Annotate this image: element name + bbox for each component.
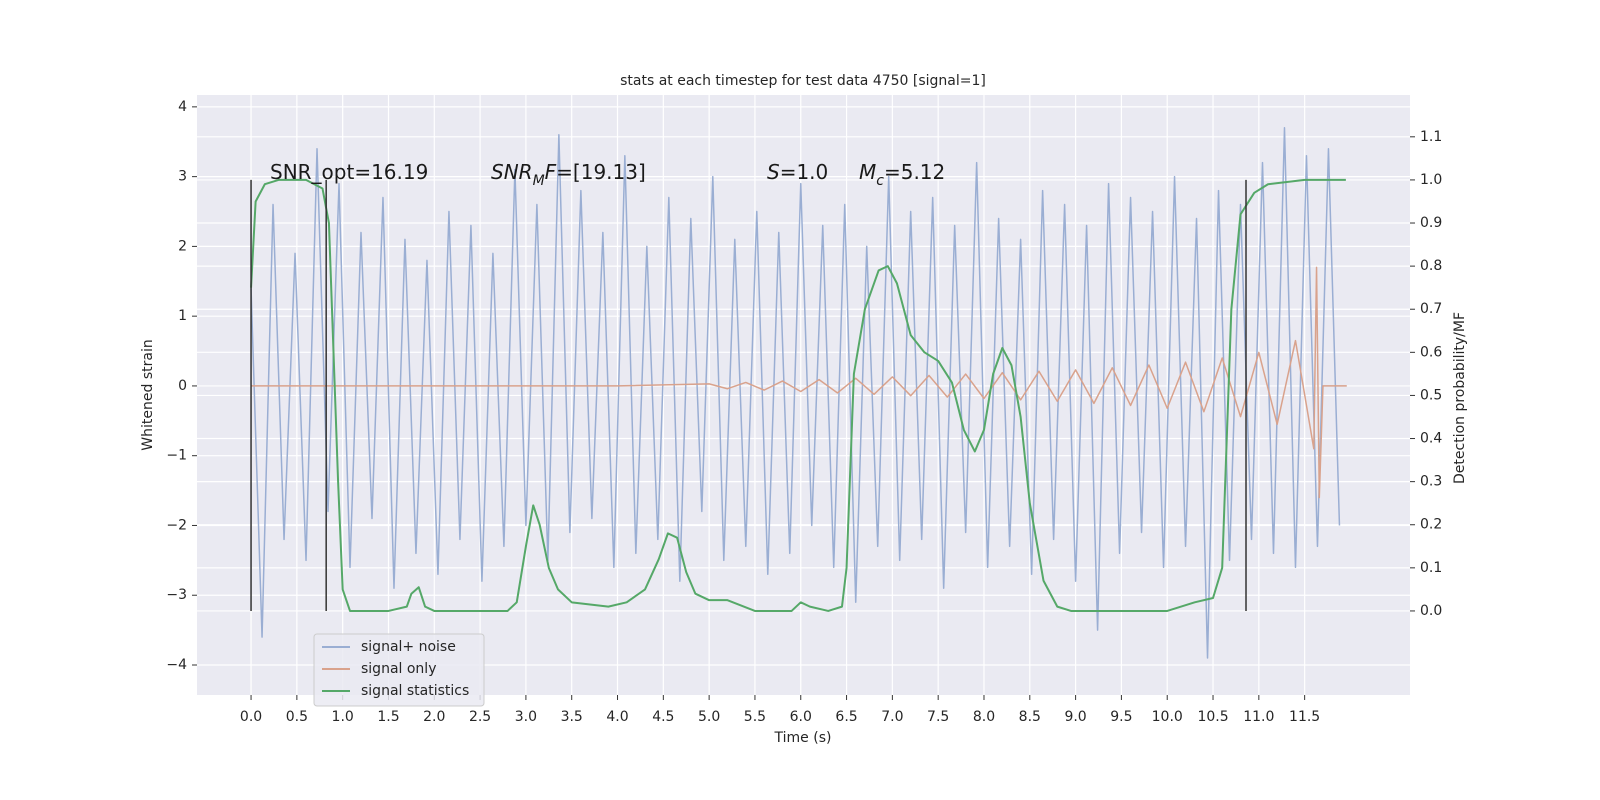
- y2-tick-label: 0.4: [1420, 431, 1442, 447]
- x-tick-label: 10.5: [1197, 709, 1228, 725]
- annotation-part: SNR: [491, 160, 533, 184]
- x-tick-label: 4.5: [652, 709, 674, 725]
- x-tick-label: 6.5: [835, 709, 857, 725]
- y2-tick-label: 1.0: [1420, 172, 1442, 188]
- annotation-part: S: [767, 160, 780, 184]
- y2-tick-label: 0.3: [1420, 474, 1442, 490]
- x-axis-label: Time (s): [774, 730, 832, 746]
- x-tick-label: 0.5: [286, 709, 308, 725]
- y2-tick-label: 0.8: [1420, 258, 1442, 274]
- y-axis-label: Whitened strain: [140, 339, 156, 450]
- x-tick-label: 6.0: [790, 709, 812, 725]
- ticks: 0.0 0.5 1.0 1.5 2.0 2.5 3.0 3.5 4.0 4.5 5.0 5.5 6.0 6…: [166, 99, 1442, 725]
- y-tick-label: 4: [178, 99, 187, 115]
- annotation-part: M: [859, 160, 876, 184]
- series-line: [250, 127, 1341, 659]
- annotation-part: =5.12: [884, 160, 945, 184]
- x-tick-label: 3.5: [561, 709, 583, 725]
- y2-tick-label: 0.6: [1420, 344, 1442, 360]
- y2-tick-label: 0.9: [1420, 215, 1442, 231]
- annotation-part: M: [533, 173, 545, 189]
- annotation-part: c: [876, 173, 884, 189]
- y-tick-label: 1: [178, 308, 187, 324]
- x-tick-label: 11.5: [1289, 709, 1320, 725]
- y-tick-label: −4: [166, 657, 187, 673]
- y-tick-label: −2: [166, 517, 187, 533]
- grid: [197, 95, 1410, 695]
- marks: [250, 127, 1347, 659]
- y-tick-label: −3: [166, 587, 187, 603]
- y2-tick-label: 0.0: [1420, 603, 1442, 619]
- x-tick-label: 8.0: [973, 709, 995, 725]
- x-tick-label: 9.5: [1110, 709, 1132, 725]
- x-tick-label: 1.5: [377, 709, 399, 725]
- y2-tick-label: 0.7: [1420, 301, 1442, 317]
- legend-label: signal statistics: [361, 683, 469, 699]
- y-tick-label: 2: [178, 238, 187, 254]
- legend: signal+ noise signal only signal statistic…: [313, 633, 485, 707]
- x-tick-label: 2.0: [423, 709, 445, 725]
- y2-tick-label: 0.5: [1420, 387, 1442, 403]
- y-tick-label: 3: [178, 169, 187, 185]
- series-line: [250, 178, 1346, 612]
- y2-tick-label: 0.2: [1420, 517, 1442, 533]
- x-tick-label: 5.5: [744, 709, 766, 725]
- y-tick-label: 0: [178, 378, 187, 394]
- annotation-part: =[19.13]: [556, 160, 646, 184]
- annotation: SNR_opt=16.19: [270, 160, 428, 184]
- y2-axis-label: Detection probability/MF: [1452, 312, 1468, 484]
- y2-tick-label: 0.1: [1420, 560, 1442, 576]
- x-tick-label: 5.0: [698, 709, 720, 725]
- annotations: SNR_opt=16.19 SNRMF=[19.13] S=1.0 Mc=5.12: [270, 160, 945, 190]
- x-tick-label: 9.0: [1064, 709, 1086, 725]
- annotation: S=1.0: [767, 160, 828, 184]
- legend-box: [313, 633, 485, 707]
- legend-label: signal+ noise: [361, 639, 456, 655]
- x-tick-label: 7.0: [881, 709, 903, 725]
- series-line: [251, 266, 1347, 499]
- annotation-part: SNR_opt=16.19: [270, 160, 428, 184]
- x-tick-label: 3.0: [515, 709, 537, 725]
- x-tick-label: 4.0: [606, 709, 628, 725]
- x-tick-label: 2.5: [469, 709, 491, 725]
- y-tick-label: −1: [166, 448, 187, 464]
- x-tick-label: 11.0: [1243, 709, 1274, 725]
- chart-title: stats at each timestep for test data 475…: [620, 73, 986, 89]
- legend-label: signal only: [361, 661, 436, 677]
- x-tick-label: 0.0: [240, 709, 262, 725]
- annotation-part: =1.0: [780, 160, 829, 184]
- y2-tick-label: 1.1: [1420, 129, 1442, 145]
- x-tick-label: 7.5: [927, 709, 949, 725]
- x-tick-label: 10.0: [1152, 709, 1183, 725]
- x-tick-label: 1.0: [332, 709, 354, 725]
- x-tick-label: 8.5: [1019, 709, 1041, 725]
- annotation: Mc=5.12: [859, 160, 945, 190]
- annotation-part: F: [545, 160, 557, 184]
- annotation: SNRMF=[19.13]: [491, 160, 646, 190]
